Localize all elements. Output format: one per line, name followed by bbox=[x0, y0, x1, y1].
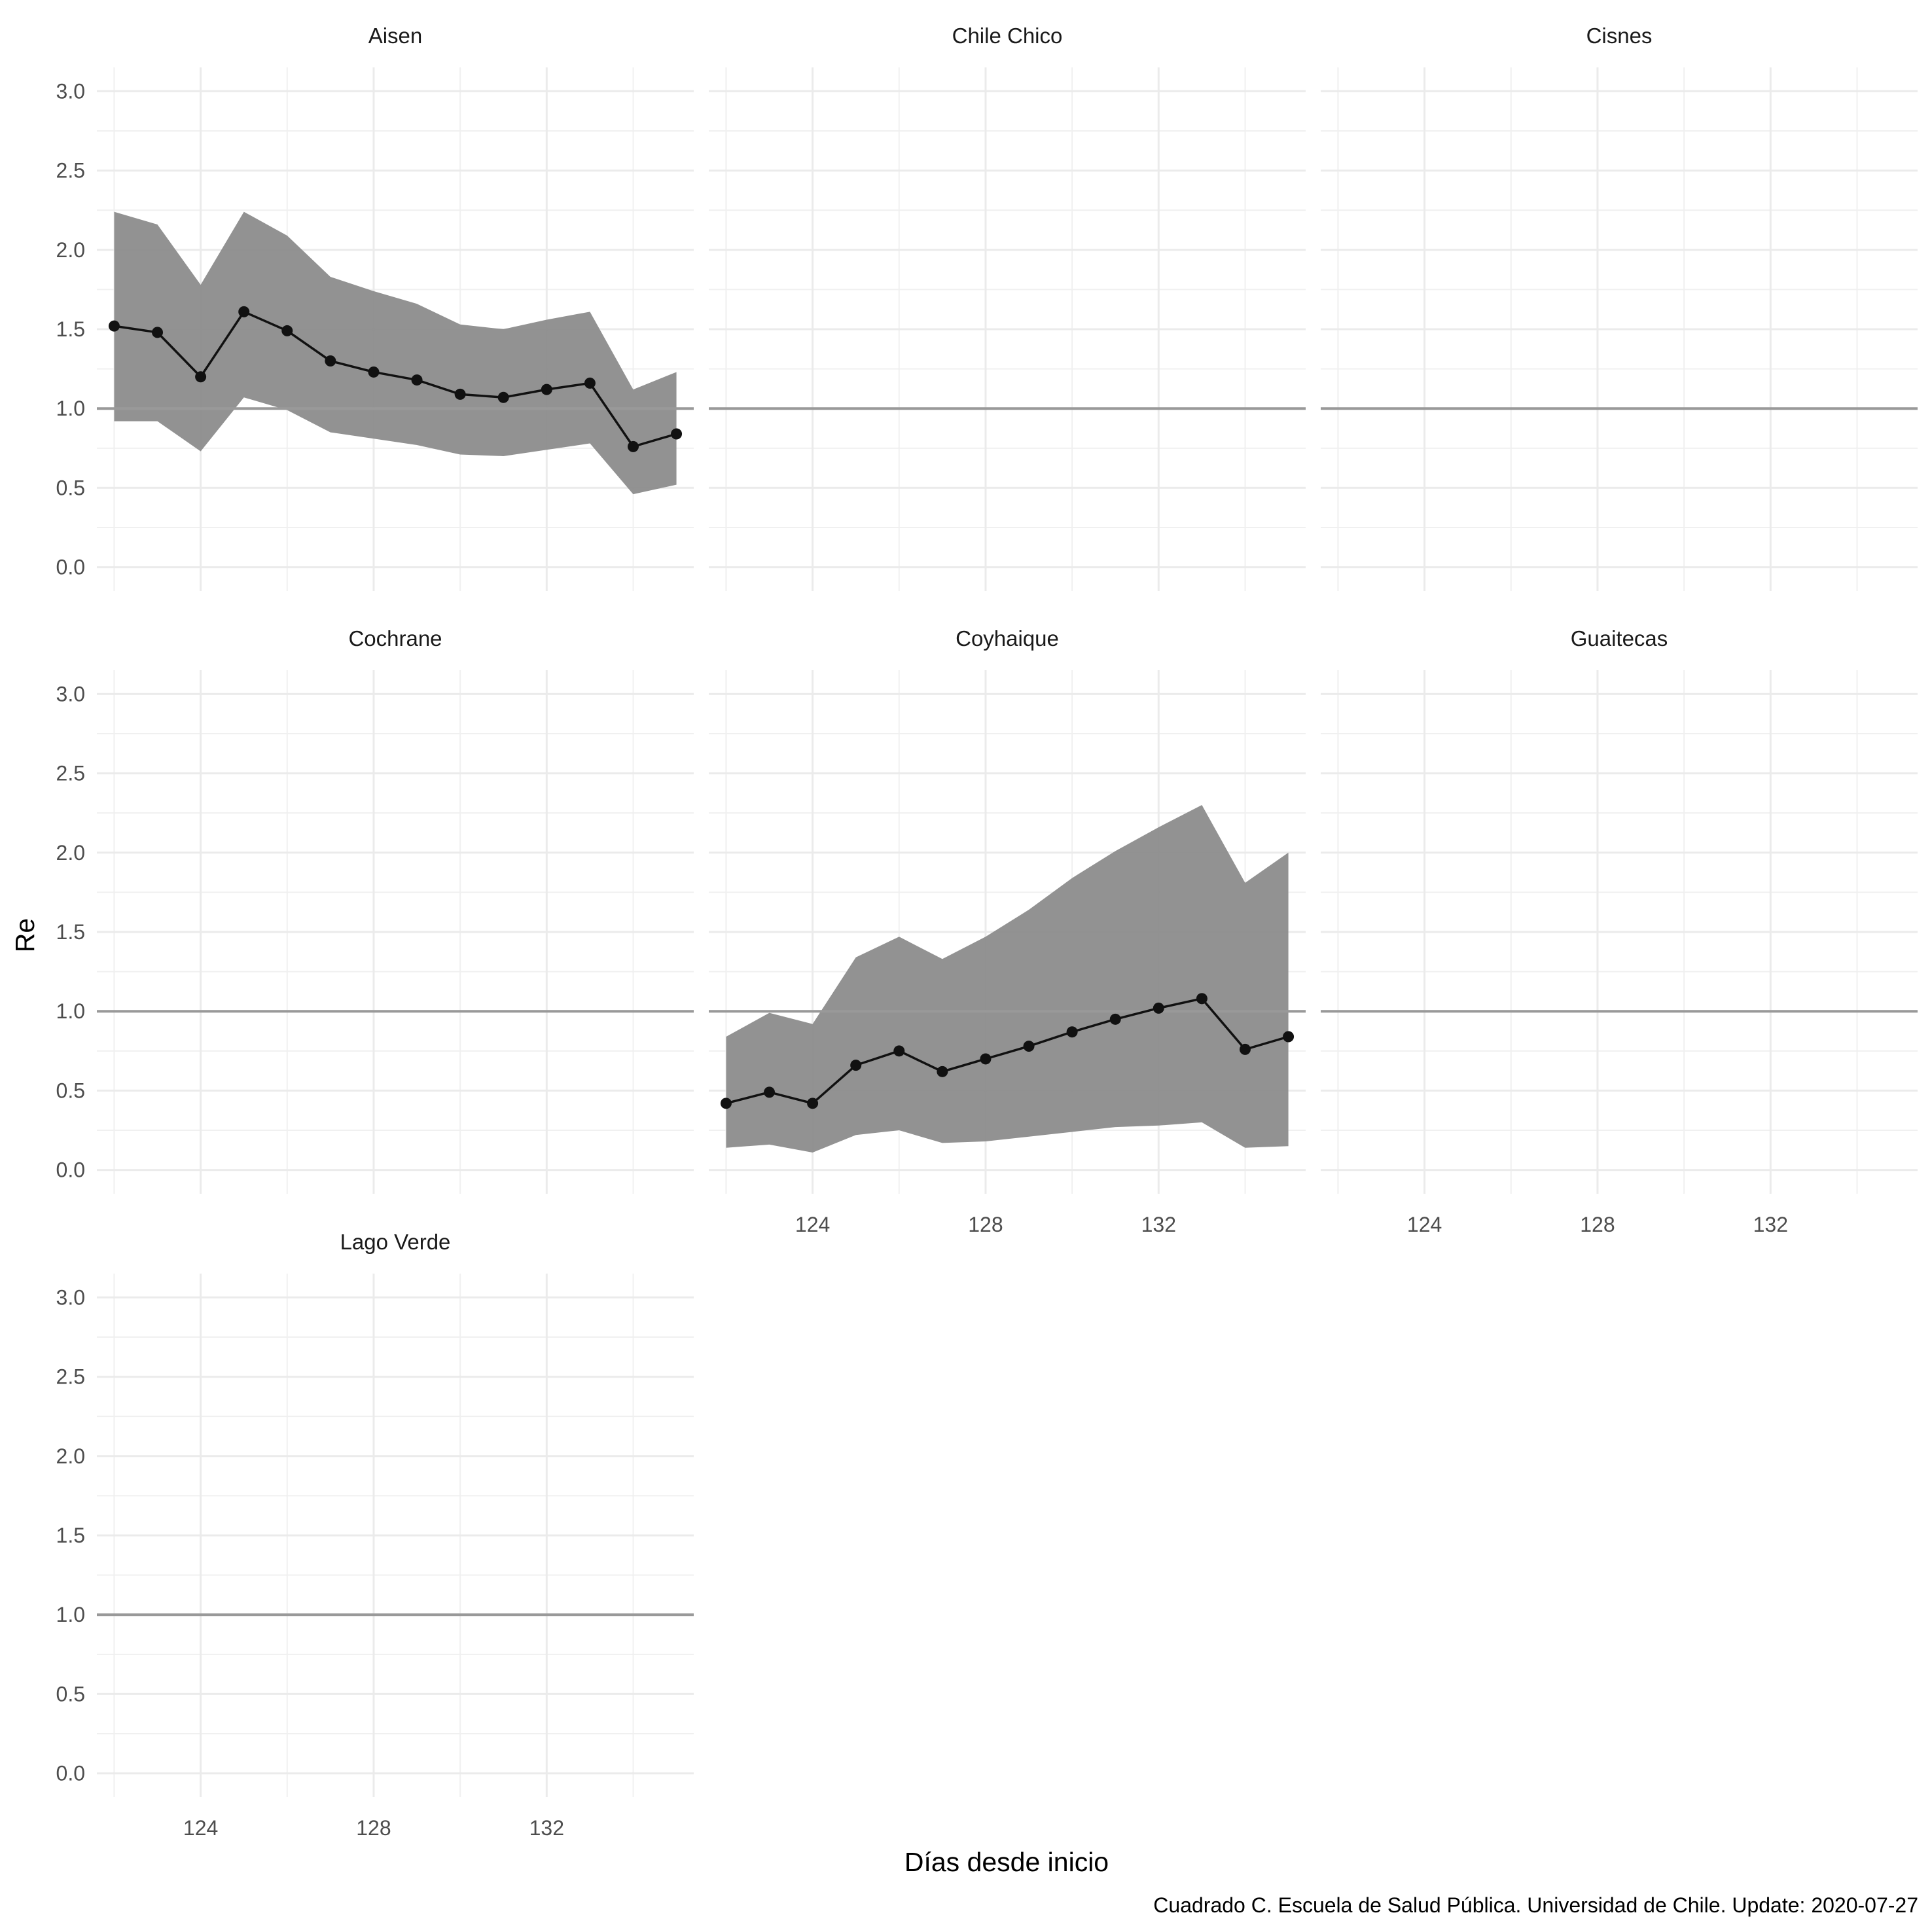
re-point bbox=[937, 1065, 948, 1077]
re-point bbox=[368, 366, 380, 378]
re-point bbox=[980, 1053, 992, 1065]
re-point bbox=[454, 388, 466, 400]
re-point bbox=[497, 391, 509, 403]
x-tick-label: 128 bbox=[1580, 1213, 1615, 1236]
x-tick-label: 132 bbox=[1753, 1213, 1788, 1236]
re-point bbox=[238, 306, 250, 317]
x-tick-label: 128 bbox=[356, 1816, 391, 1840]
facet-panel-lago-verde: Lago Verde 0.0 0.5 1.0 1.5 2.0 2.5 3.0 124 128 132 bbox=[56, 1230, 694, 1840]
re-point bbox=[1283, 1031, 1295, 1043]
re-point bbox=[720, 1098, 732, 1109]
facet-strip-label: Chile Chico bbox=[952, 24, 1063, 48]
facet-panel-chile-chico: Chile Chico bbox=[709, 24, 1306, 591]
re-point bbox=[1196, 993, 1208, 1005]
re-point bbox=[195, 371, 207, 383]
re-point bbox=[411, 374, 423, 386]
y-tick-label: 1.0 bbox=[56, 1603, 85, 1626]
facet-panel-cisnes: Cisnes bbox=[1321, 24, 1918, 591]
y-tick-label: 1.5 bbox=[56, 920, 85, 944]
x-axis-title: Días desde inicio bbox=[904, 1847, 1109, 1877]
y-tick-label: 0.0 bbox=[56, 1762, 85, 1785]
re-point bbox=[627, 440, 639, 452]
x-tick-label: 124 bbox=[1407, 1213, 1442, 1236]
caption: Cuadrado C. Escuela de Salud Pública. Un… bbox=[1153, 1893, 1918, 1917]
y-tick-label: 1.5 bbox=[56, 317, 85, 341]
y-tick-label: 2.5 bbox=[56, 1365, 85, 1389]
facet-strip-label: Guaitecas bbox=[1571, 626, 1668, 651]
x-tick-label: 124 bbox=[795, 1213, 830, 1236]
y-tick-label: 2.0 bbox=[56, 1444, 85, 1468]
y-tick-label: 0.5 bbox=[56, 1079, 85, 1102]
y-tick-label: 2.5 bbox=[56, 762, 85, 785]
re-point bbox=[108, 320, 120, 332]
y-tick-label: 2.0 bbox=[56, 238, 85, 262]
re-point bbox=[152, 327, 164, 338]
re-point bbox=[541, 384, 552, 395]
re-point bbox=[850, 1060, 862, 1071]
y-tick-label: 3.0 bbox=[56, 1285, 85, 1309]
facet-panel-aisen: Aisen 0.0 0.5 1.0 1.5 2.0 2.5 3.0 bbox=[56, 24, 694, 591]
y-tick-label: 1.5 bbox=[56, 1524, 85, 1547]
y-axis-title: Re bbox=[10, 918, 40, 952]
facet-strip-label: Lago Verde bbox=[340, 1230, 451, 1254]
re-point bbox=[1239, 1043, 1251, 1055]
y-tick-label: 2.0 bbox=[56, 841, 85, 865]
confidence-ribbon bbox=[726, 805, 1289, 1153]
facet-strip-label: Aisen bbox=[368, 24, 423, 48]
y-tick-label: 0.5 bbox=[56, 476, 85, 499]
x-tick-label: 124 bbox=[183, 1816, 218, 1840]
y-tick-label: 2.5 bbox=[56, 159, 85, 183]
re-point bbox=[325, 355, 336, 367]
x-tick-label: 132 bbox=[529, 1816, 564, 1840]
facet-panel-guaitecas: Guaitecas 124 128 132 bbox=[1321, 626, 1918, 1236]
re-point bbox=[1066, 1026, 1078, 1038]
confidence-ribbon bbox=[114, 211, 677, 495]
re-point bbox=[764, 1086, 776, 1098]
x-tick-label: 128 bbox=[968, 1213, 1003, 1236]
facet-strip-label: Cochrane bbox=[348, 626, 442, 651]
re-line bbox=[725, 997, 1289, 1105]
y-tick-label: 0.0 bbox=[56, 1158, 85, 1182]
re-point bbox=[281, 325, 293, 336]
re-point bbox=[1153, 1002, 1164, 1014]
facet-panel-coyhaique: Coyhaique 124 128 132 bbox=[709, 626, 1306, 1236]
re-line bbox=[114, 310, 677, 448]
y-tick-label: 3.0 bbox=[56, 79, 85, 103]
y-tick-label: 0.5 bbox=[56, 1682, 85, 1706]
y-tick-label: 3.0 bbox=[56, 682, 85, 706]
facet-strip-label: Coyhaique bbox=[956, 626, 1059, 651]
y-tick-label: 1.0 bbox=[56, 999, 85, 1023]
re-point bbox=[584, 377, 596, 389]
y-tick-label: 1.0 bbox=[56, 397, 85, 420]
x-tick-label: 132 bbox=[1141, 1213, 1176, 1236]
re-point bbox=[807, 1098, 819, 1109]
y-tick-label: 0.0 bbox=[56, 556, 85, 579]
facet-panel-cochrane: Cochrane 0.0 0.5 1.0 1.5 2.0 2.5 3.0 bbox=[56, 626, 694, 1194]
facet-strip-label: Cisnes bbox=[1586, 24, 1653, 48]
re-point bbox=[671, 428, 683, 440]
re-point bbox=[1023, 1041, 1035, 1052]
re-point bbox=[1109, 1013, 1121, 1025]
re-point bbox=[893, 1045, 905, 1057]
